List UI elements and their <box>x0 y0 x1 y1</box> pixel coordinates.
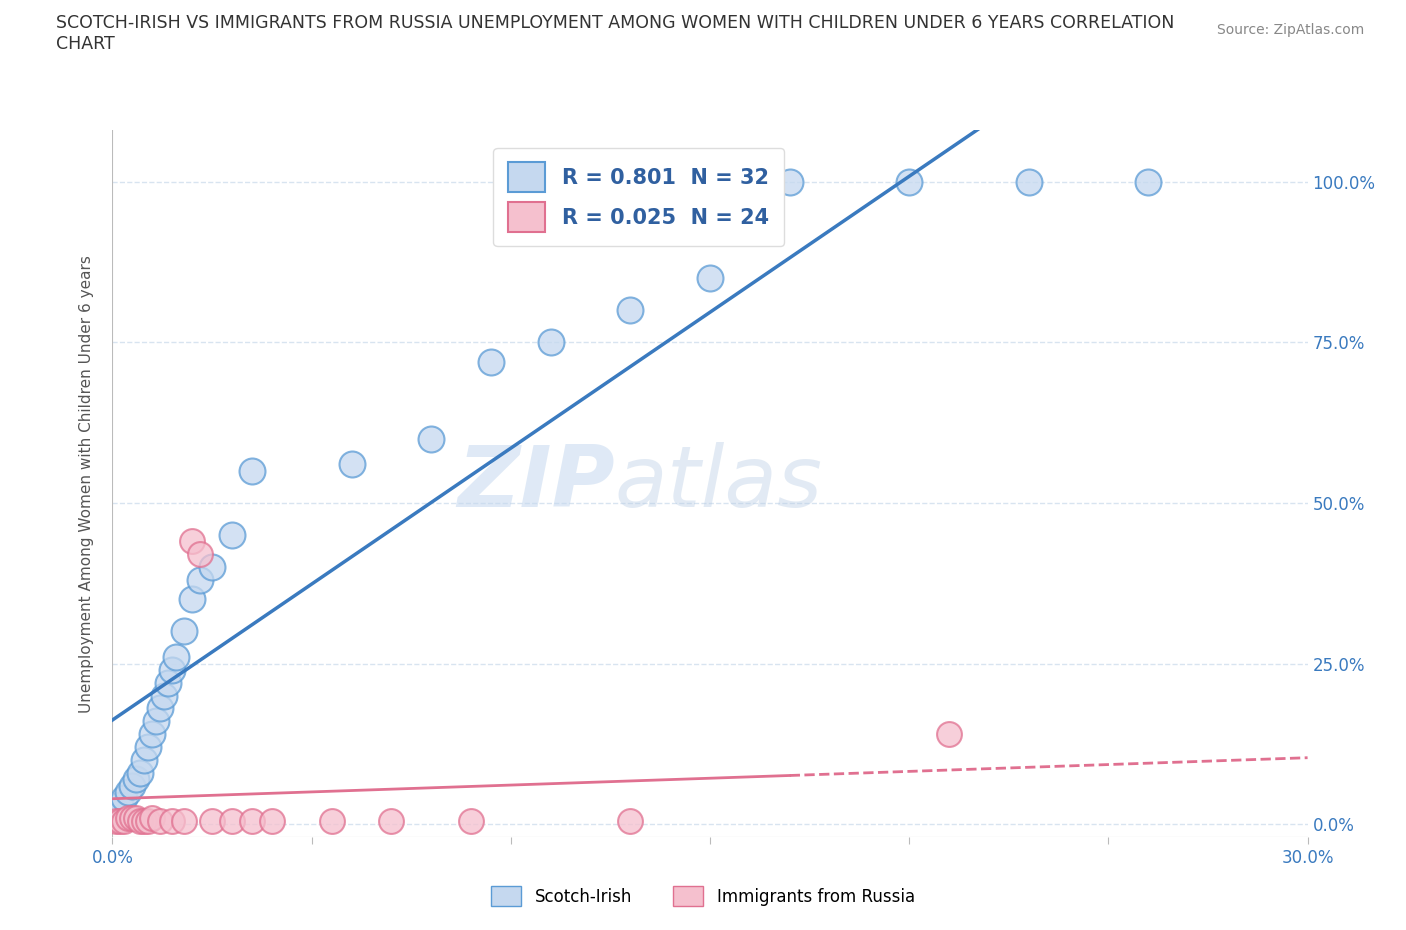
Point <box>165 650 187 665</box>
Point <box>260 814 283 829</box>
Point <box>221 814 243 829</box>
Point <box>181 534 204 549</box>
Point <box>779 174 801 189</box>
Point <box>162 662 183 677</box>
Point <box>619 814 641 829</box>
Legend: Scotch-Irish, Immigrants from Russia: Scotch-Irish, Immigrants from Russia <box>485 880 921 912</box>
Text: SCOTCH-IRISH VS IMMIGRANTS FROM RUSSIA UNEMPLOYMENT AMONG WOMEN WITH CHILDREN UN: SCOTCH-IRISH VS IMMIGRANTS FROM RUSSIA U… <box>56 14 1174 32</box>
Point <box>173 814 195 829</box>
Point <box>181 591 204 606</box>
Point <box>114 791 135 806</box>
Point <box>162 814 183 829</box>
Point <box>1018 174 1040 189</box>
Point <box>149 701 172 716</box>
Point <box>240 814 263 829</box>
Point <box>153 688 176 703</box>
Point <box>460 814 482 829</box>
Point <box>129 814 152 829</box>
Point <box>105 814 128 829</box>
Point <box>138 814 160 829</box>
Point <box>125 772 148 787</box>
Point <box>114 814 135 829</box>
Point <box>380 814 402 829</box>
Point <box>149 814 172 829</box>
Point <box>188 547 211 562</box>
Point <box>321 814 343 829</box>
Point <box>699 271 721 286</box>
Point <box>420 432 443 446</box>
Point <box>201 814 224 829</box>
Legend: R = 0.801  N = 32, R = 0.025  N = 24: R = 0.801 N = 32, R = 0.025 N = 24 <box>494 148 783 246</box>
Point <box>117 785 139 800</box>
Point <box>173 624 195 639</box>
Point <box>110 797 132 812</box>
Point <box>141 810 163 825</box>
Point <box>201 560 224 575</box>
Text: Source: ZipAtlas.com: Source: ZipAtlas.com <box>1216 23 1364 37</box>
Point <box>134 814 156 829</box>
Point <box>105 804 128 818</box>
Point <box>125 810 148 825</box>
Point <box>121 778 143 793</box>
Point <box>145 714 167 729</box>
Y-axis label: Unemployment Among Women with Children Under 6 years: Unemployment Among Women with Children U… <box>79 255 94 712</box>
Point <box>240 463 263 478</box>
Point <box>479 354 502 369</box>
Point <box>141 726 163 741</box>
Point <box>138 739 160 754</box>
Point <box>188 573 211 588</box>
Point <box>1137 174 1160 189</box>
Point <box>340 457 363 472</box>
Point <box>540 335 562 350</box>
Text: ZIP: ZIP <box>457 442 614 525</box>
Point <box>619 302 641 317</box>
Point <box>938 726 960 741</box>
Point <box>221 527 243 542</box>
Point <box>134 752 156 767</box>
Point <box>121 810 143 825</box>
Text: atlas: atlas <box>614 442 823 525</box>
Text: CHART: CHART <box>56 35 115 53</box>
Point <box>117 810 139 825</box>
Point <box>110 814 132 829</box>
Point <box>129 765 152 780</box>
Point <box>157 675 180 690</box>
Point <box>898 174 921 189</box>
